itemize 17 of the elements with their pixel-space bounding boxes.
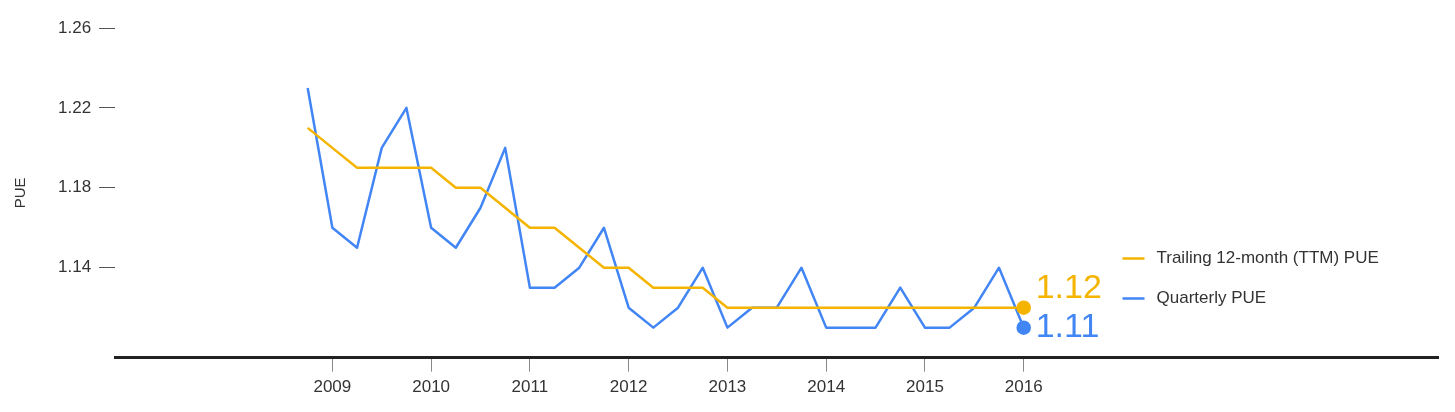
- x-tick-label: 2016: [1004, 377, 1043, 397]
- y-tick-label: 1.14: [57, 257, 92, 277]
- y-tick-label: 1.18: [57, 177, 92, 197]
- x-tick-label: 2014: [807, 377, 846, 397]
- x-tick-label: 2013: [708, 377, 747, 397]
- y-tick-label: 1.26: [57, 17, 92, 37]
- x-tick-label: 2010: [412, 377, 451, 397]
- x-tick-label: 2015: [906, 377, 944, 397]
- legend-label: Quarterly PUE: [1156, 288, 1267, 308]
- data-label: 1.11: [1035, 306, 1100, 345]
- legend-label: Trailing 12-month (TTM) PUE: [1156, 248, 1379, 268]
- x-tick-label: 2012: [609, 377, 648, 397]
- x-tick-label: 2009: [313, 377, 352, 397]
- x-tick-label: 2011: [511, 377, 549, 397]
- y-axis-title: PUE: [11, 177, 29, 209]
- data-label: 1.12: [1035, 267, 1102, 306]
- y-tick-label: 1.22: [57, 97, 92, 117]
